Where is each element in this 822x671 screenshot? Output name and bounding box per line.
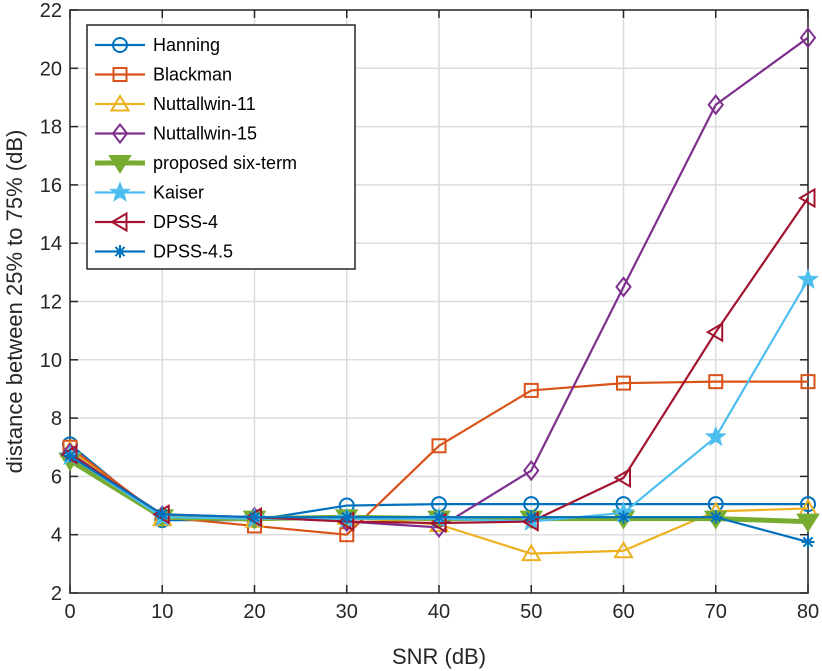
data-point	[801, 535, 815, 549]
y-tick-label: 12	[40, 292, 62, 314]
x-tick-label: 40	[428, 601, 450, 623]
y-tick-label: 8	[51, 408, 62, 430]
data-point	[613, 467, 631, 489]
legend-entry: Blackman	[95, 65, 232, 85]
x-axis-title: SNR (dB)	[392, 644, 486, 669]
data-point	[800, 496, 816, 513]
y-tick-label: 22	[40, 0, 62, 22]
data-point	[615, 276, 632, 298]
legend-label: Nuttallwin-11	[153, 94, 256, 114]
data-point	[709, 510, 723, 524]
data-point	[708, 374, 724, 390]
x-tick-label: 60	[612, 601, 634, 623]
data-point-stroke	[249, 511, 260, 523]
legend-entry: DPSS-4	[95, 211, 218, 233]
data-point	[617, 510, 630, 524]
legend-marker-stroke	[114, 246, 126, 257]
x-tick-label: 70	[705, 601, 727, 623]
series-dpss-4-5	[63, 449, 815, 549]
data-point-stroke	[64, 450, 76, 462]
data-point	[799, 27, 817, 49]
legend-marker	[109, 94, 131, 112]
legend: Hanning Blackman Nuttallwin-11 Nuttallwin-1…	[86, 24, 356, 270]
data-point-stroke	[802, 536, 814, 548]
data-point-stroke	[525, 511, 537, 523]
x-tick-label: 0	[64, 601, 75, 623]
legend-label: Blackman	[153, 65, 232, 85]
legend-entry: Hanning	[95, 35, 220, 55]
y-tick-label: 2	[51, 583, 62, 605]
data-series	[58, 27, 820, 562]
data-point-stroke	[341, 511, 353, 523]
legend-marker	[110, 211, 128, 233]
axis-ticks: 0 10 20 30 40 50 60 70 80 2 4 6 8 10 12 14 16 18 20 22	[40, 0, 819, 623]
legend-label: Kaiser	[153, 183, 204, 203]
legend-marker	[108, 155, 132, 174]
data-point	[705, 321, 724, 343]
x-tick-label: 80	[797, 601, 819, 623]
data-point	[796, 513, 820, 533]
y-tick-label: 4	[51, 525, 62, 547]
legend-label: proposed six-term	[153, 153, 297, 173]
data-point	[524, 510, 538, 524]
data-point-stroke	[710, 511, 722, 523]
x-tick-label: 30	[336, 601, 358, 623]
legend-marker	[113, 245, 127, 258]
data-point-stroke	[433, 511, 445, 523]
legend-label: Hanning	[153, 35, 220, 55]
legend-marker	[111, 122, 129, 145]
y-tick-label: 18	[40, 117, 62, 139]
data-point	[431, 438, 447, 454]
x-tick-label: 50	[520, 601, 542, 623]
legend-entry: Nuttallwin-15	[95, 122, 257, 145]
legend-entry: DPSS-4.5	[95, 242, 233, 262]
data-point	[707, 94, 725, 116]
y-axis-title: distance between 25% to 75% (dB)	[2, 130, 27, 474]
legend-entry: Nuttallwin-11	[95, 94, 256, 114]
data-point-stroke	[156, 508, 168, 520]
data-point	[339, 527, 355, 543]
x-tick-label: 20	[243, 601, 265, 623]
y-tick-label: 16	[40, 175, 62, 197]
y-tick-label: 14	[40, 233, 62, 255]
data-point	[521, 543, 542, 562]
legend-box	[86, 24, 356, 270]
data-point	[522, 459, 540, 482]
y-tick-label: 20	[40, 58, 62, 80]
data-point	[523, 382, 539, 398]
data-point	[340, 510, 354, 524]
data-point-stroke	[618, 511, 629, 523]
data-point	[155, 507, 169, 521]
x-tick-label: 10	[151, 601, 173, 623]
legend-label: Nuttallwin-15	[153, 124, 257, 144]
data-point	[616, 375, 631, 391]
data-point	[63, 449, 77, 463]
legend-label: DPSS-4	[153, 212, 218, 232]
legend-marker	[109, 181, 131, 202]
legend-marker	[112, 67, 128, 82]
legend-entry: Kaiser	[95, 181, 204, 203]
y-tick-label: 10	[40, 350, 62, 372]
data-point	[613, 540, 634, 559]
data-point	[248, 510, 261, 524]
data-point	[432, 510, 446, 524]
data-point	[798, 187, 816, 209]
data-point	[704, 425, 727, 447]
data-point	[797, 268, 819, 289]
legend-marker	[112, 37, 128, 53]
legend-label: DPSS-4.5	[153, 242, 233, 262]
y-tick-label: 6	[51, 466, 62, 488]
legend-entry: proposed six-term	[95, 153, 297, 174]
data-point	[800, 374, 816, 390]
